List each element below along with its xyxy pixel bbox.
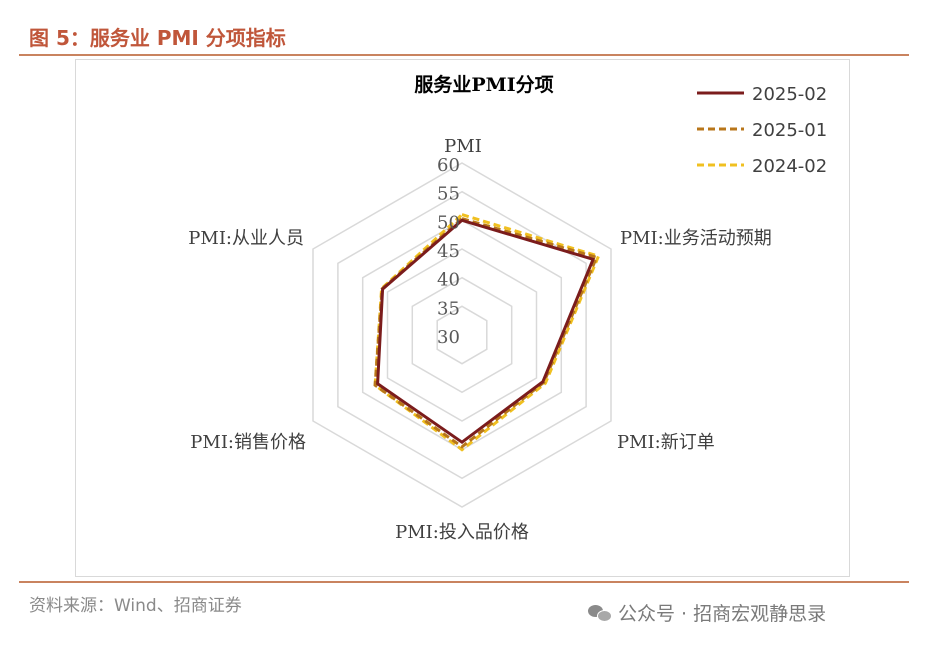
grid-ring-45 (386, 248, 538, 422)
bottom-divider (19, 581, 909, 583)
axis-label: PMI:投入品价格 (395, 522, 529, 543)
legend-label: 2025-01 (752, 120, 827, 141)
axis-label: PMI:业务活动预期 (620, 228, 772, 249)
tick-label: 50 (437, 212, 460, 233)
series-line-2024-02 (373, 212, 601, 452)
top-divider (19, 54, 909, 56)
grid-ring-55 (337, 190, 587, 480)
chart-title: 服务业PMI分项 (414, 73, 553, 96)
grid-ring-40 (411, 276, 513, 394)
tick-label: 45 (437, 241, 460, 262)
watermark-text: 公众号 · 招商宏观静思录 (618, 603, 827, 625)
tick-label: 30 (437, 327, 460, 348)
figure-title: 图 5：服务业 PMI 分项指标 (29, 26, 286, 50)
tick-label: 60 (437, 155, 460, 176)
axis-label: PMI (444, 136, 482, 157)
grid-ring-60 (312, 162, 612, 508)
series-line-2025-02 (376, 218, 596, 445)
tick-label: 55 (437, 184, 460, 205)
source-note: 资料来源：Wind、招商证券 (29, 596, 242, 616)
axis-label: PMI:新订单 (617, 432, 715, 453)
tick-label: 40 (437, 270, 460, 291)
watermark: 公众号 · 招商宏观静思录 (588, 599, 826, 626)
axis-label: PMI:从业人员 (188, 228, 304, 249)
grid-ring-50 (361, 219, 563, 451)
grid-ring-35 (436, 305, 488, 365)
wechat-icon (588, 603, 612, 623)
legend-label: 2024-02 (752, 156, 827, 177)
axis-label: PMI:销售价格 (190, 432, 306, 453)
tick-label: 35 (437, 298, 460, 319)
legend-label: 2025-02 (752, 84, 827, 105)
chart-frame (75, 59, 850, 577)
